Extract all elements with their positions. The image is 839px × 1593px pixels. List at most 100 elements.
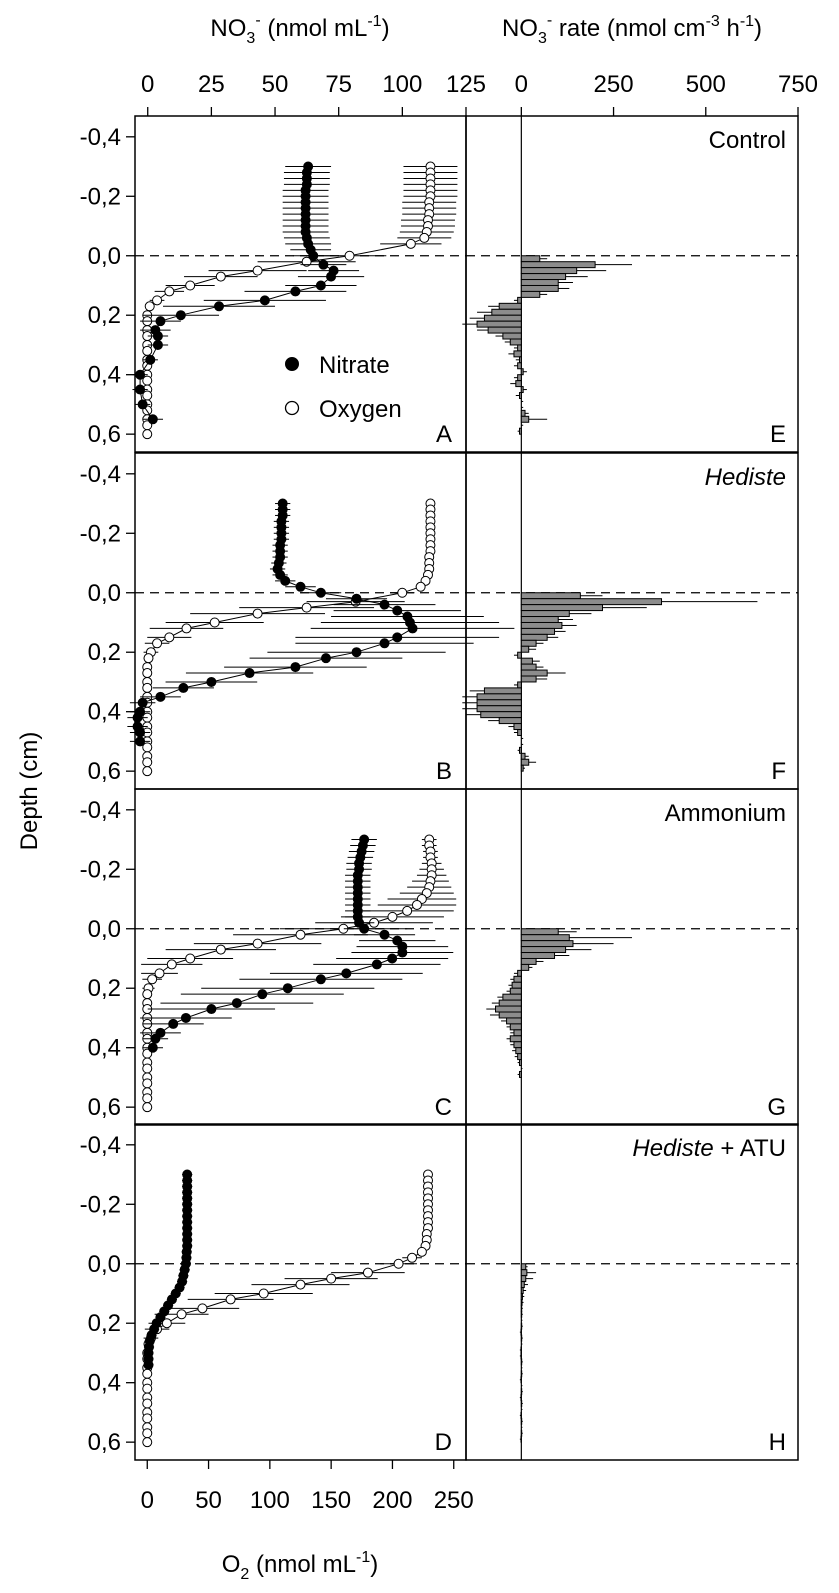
rate-bar <box>520 604 603 612</box>
oxygen-point <box>295 1279 306 1290</box>
rate-bar <box>520 669 548 677</box>
legend-oxygen-label: Oxygen <box>319 396 402 423</box>
panel-letter: F <box>771 758 786 785</box>
nitrate-point <box>155 691 166 702</box>
nitrate-point <box>244 668 255 679</box>
oxygen-point <box>147 974 158 985</box>
rate-bar <box>520 386 524 394</box>
depth-tick-label: -0,2 <box>80 1191 121 1218</box>
rate-axis-tick-label: 250 <box>594 71 634 98</box>
treatment-label: Control <box>709 127 786 154</box>
nitrate-point <box>152 339 163 350</box>
rate-bar <box>480 711 522 719</box>
depth-tick-label: 0,4 <box>88 699 121 726</box>
profile-panel-frame <box>134 788 467 1126</box>
oxygen-point <box>154 968 165 979</box>
depth-tick-label: -0,2 <box>80 856 121 883</box>
oxygen-point <box>411 899 422 910</box>
oxygen-point <box>142 1383 153 1394</box>
rate-bar <box>520 415 530 423</box>
oxygen-point <box>142 345 153 356</box>
rate-bar <box>520 610 570 618</box>
treatment-label: Hediste + ATU <box>632 1135 786 1162</box>
rate-bar <box>520 657 533 665</box>
rate-bar <box>520 290 541 298</box>
rate-bar <box>506 1017 522 1025</box>
rate-bar <box>520 752 526 760</box>
oxygen-point <box>161 1318 172 1329</box>
rate-bar <box>520 764 524 772</box>
oxygen-point <box>142 682 153 693</box>
nitrate-point <box>147 1042 158 1053</box>
nitrate-point <box>152 331 163 342</box>
rate-bar <box>520 1298 523 1306</box>
oxygen-point <box>215 271 226 282</box>
nitrate-point <box>407 623 418 634</box>
nitrate-point <box>351 593 362 604</box>
oxygen-point <box>142 1413 153 1424</box>
rate-bar <box>520 267 578 275</box>
oxygen-point <box>164 286 175 297</box>
oxygen-axis-tick-label: 100 <box>250 1487 290 1514</box>
depth-tick-label: 0,6 <box>88 421 121 448</box>
depth-tick-label: 0,4 <box>88 1370 121 1397</box>
nitrate-point <box>214 301 225 312</box>
depth-tick-label: -0,2 <box>80 183 121 210</box>
rate-panel-frame <box>465 1123 799 1461</box>
oxygen-point <box>142 1102 153 1113</box>
oxygen-point <box>142 757 153 768</box>
nitrate-point <box>397 947 408 958</box>
depth-tick-label: -0,4 <box>80 1132 121 1159</box>
nitrate-point <box>137 697 148 708</box>
depth-tick-label: 0,2 <box>88 639 121 666</box>
oxygen-point <box>185 280 196 291</box>
depth-tick-label: 0,2 <box>88 302 121 329</box>
nitrate-point <box>392 632 403 643</box>
oxygen-point <box>142 766 153 777</box>
nitrate-point <box>280 575 291 586</box>
depth-tick-label: 0,0 <box>88 1251 121 1278</box>
rate-bar <box>520 284 559 292</box>
oxygen-point <box>142 1437 153 1448</box>
nitrate-point <box>295 581 306 592</box>
rate-bar <box>520 592 581 600</box>
oxygen-point <box>252 608 263 619</box>
rate-bar <box>520 645 530 653</box>
nitrate-point <box>379 638 390 649</box>
depth-tick-label: 0,6 <box>88 1094 121 1121</box>
oxygen-point <box>301 602 312 613</box>
oxygen-point <box>152 295 163 306</box>
nitrate-point <box>143 1359 154 1370</box>
oxygen-point <box>142 1063 153 1074</box>
nitrate-point <box>147 414 158 425</box>
rate-bar <box>513 723 522 731</box>
oxygen-point <box>416 1246 427 1257</box>
depth-tick-label: -0,2 <box>80 520 121 547</box>
rate-bar <box>476 705 522 713</box>
depth-tick-label: 0,6 <box>88 1429 121 1456</box>
oxygen-axis-tick-label: 150 <box>311 1487 351 1514</box>
rate-bar <box>487 326 522 334</box>
nitrate-point <box>379 929 390 940</box>
depth-axis-label: Depth (cm) <box>16 732 43 851</box>
rate-bar <box>502 993 522 1001</box>
rate-bar <box>509 1035 522 1043</box>
panel-c <box>135 789 798 1125</box>
oxygen-axis-tick-label: 250 <box>434 1487 474 1514</box>
rate-bar <box>520 279 559 286</box>
oxygen-point <box>405 238 416 249</box>
nitrate-point <box>155 316 166 327</box>
oxygen-point <box>225 1294 236 1305</box>
nitrate-point <box>231 998 242 1009</box>
nitrate-point <box>326 271 337 282</box>
nitrate-point <box>341 968 352 979</box>
nitrate-point <box>180 1012 191 1023</box>
rate-bar <box>520 675 537 683</box>
rate-bar <box>498 302 522 310</box>
nitrate-point <box>206 1004 217 1015</box>
rate-bar <box>515 380 522 388</box>
oxygen-point <box>344 250 355 261</box>
rate-axis-tick-label: 0 <box>515 71 528 98</box>
